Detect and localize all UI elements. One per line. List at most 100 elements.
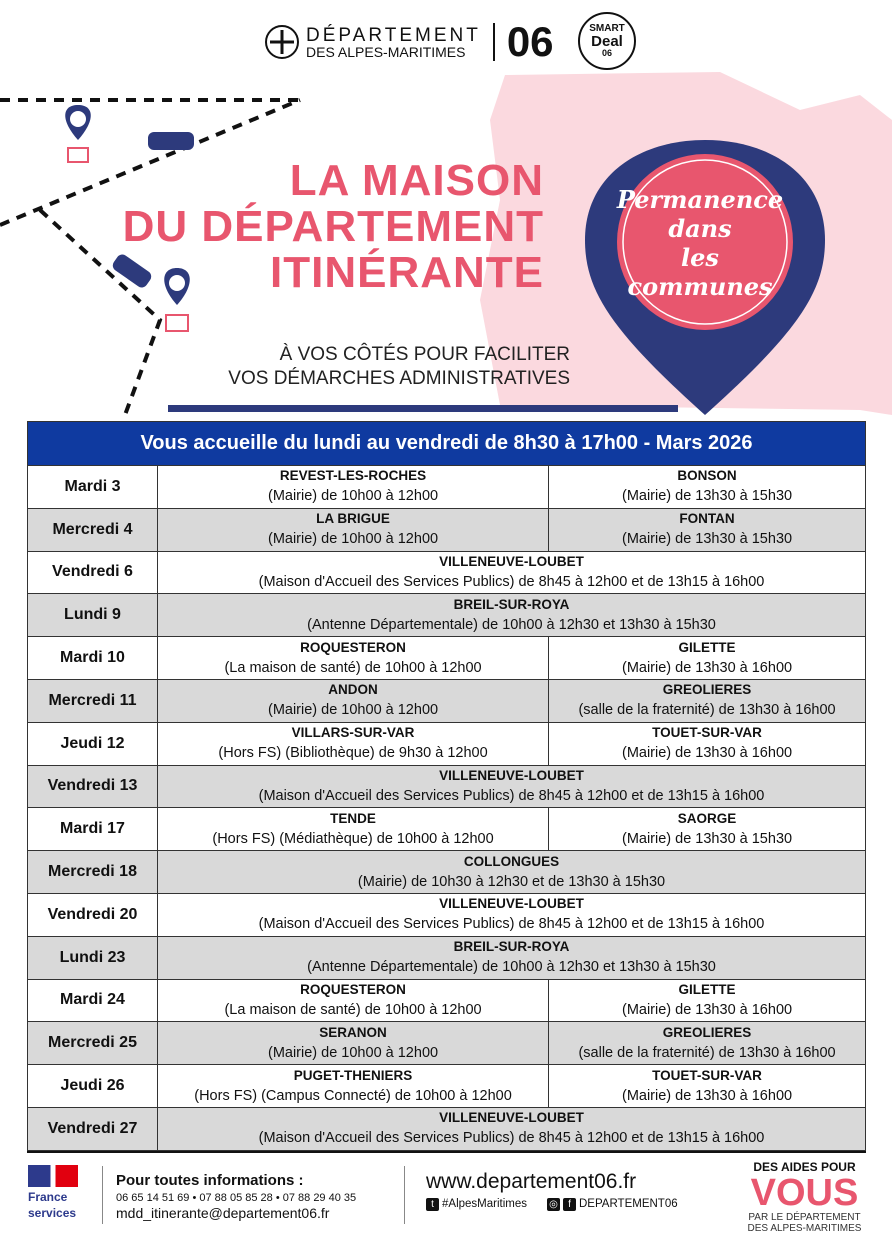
slot-cell: GILETTE (Mairie) de 13h30 à 16h00 xyxy=(548,978,866,1023)
table-row: Mardi 24 ROQUESTERON (La maison de santé) … xyxy=(27,978,866,1023)
day-cell: Mardi 24 xyxy=(27,978,158,1023)
subtitle-line: À VOS CÔTÉS POUR FACILITER xyxy=(279,344,570,365)
table-row: Mardi 3 REVEST-LES-ROCHES (Mairie) de 10h0… xyxy=(27,465,866,509)
footer-divider xyxy=(27,1151,866,1153)
day-cell: Lundi 23 xyxy=(27,935,158,980)
title-line: LA MAISON xyxy=(289,156,544,205)
slot-cell: TENDE (Hors FS) (Médiathèque) de 10h00 à … xyxy=(156,807,550,852)
slot-time: (Mairie) de 13h30 à 16h00 xyxy=(621,1001,793,1018)
table-row: Vendredi 27 VILLENEUVE-LOUBET (Maison d'Ac… xyxy=(27,1106,866,1151)
table-row: Vendredi 13 VILLENEUVE-LOUBET (Maison d'Ac… xyxy=(27,764,866,809)
table-row: Jeudi 12 VILLARS-SUR-VAR (Hors FS) (Biblio… xyxy=(27,721,866,766)
pin-label: Permanence dans les communes xyxy=(610,185,790,301)
slot-time: (Mairie) de 13h30 à 15h30 xyxy=(621,830,793,847)
pin-text: les xyxy=(681,243,719,272)
commune-name: SAORGE xyxy=(677,810,737,826)
slot-time: (Mairie) de 10h00 à 12h00 xyxy=(267,488,439,505)
slot-cell: GREOLIERES (salle de la fraternité) de 13… xyxy=(548,1021,866,1066)
commune-name: BREIL-SUR-ROYA xyxy=(453,596,570,612)
slot-cell: REVEST-LES-ROCHES (Mairie) de 10h00 à 12h… xyxy=(156,465,550,509)
table-row: Vendredi 20 VILLENEUVE-LOUBET (Maison d'Ac… xyxy=(27,892,866,937)
divider xyxy=(404,1166,405,1224)
commune-name: REVEST-LES-ROCHES xyxy=(279,468,427,484)
dept-number: 06 xyxy=(506,18,554,65)
slot-time: (La maison de santé) de 10h00 à 12h00 xyxy=(224,659,482,676)
town-hall-icon xyxy=(67,147,89,163)
instagram-icon: ◎ xyxy=(547,1198,560,1211)
location-pin-icon xyxy=(65,105,91,140)
department-emblem-icon xyxy=(265,25,299,59)
commune-name: ROQUESTERON xyxy=(300,981,406,997)
commune-name: VILLARS-SUR-VAR xyxy=(291,725,415,741)
slot-cell: LA BRIGUE (Mairie) de 10h00 à 12h00 xyxy=(156,507,550,552)
divider xyxy=(102,1166,103,1224)
slot-cell: VILLARS-SUR-VAR (Hors FS) (Bibliothèque) … xyxy=(156,721,550,766)
slot-cell: GILETTE (Mairie) de 13h30 à 16h00 xyxy=(548,636,866,680)
day-cell: Mardi 3 xyxy=(27,465,158,509)
slot-time: (Hors FS) (Médiathèque) de 10h00 à 12h00 xyxy=(212,830,494,847)
commune-name: GILETTE xyxy=(678,981,736,997)
smart-number: 06 xyxy=(601,48,612,58)
slot-time: (salle de la fraternité) de 13h30 à 16h0… xyxy=(578,1044,836,1061)
slot-time: (Mairie) de 13h30 à 16h00 xyxy=(621,659,793,676)
slot-time: (Mairie) de 13h30 à 16h00 xyxy=(621,745,793,762)
slot-cell: VILLENEUVE-LOUBET (Maison d'Accueil des S… xyxy=(157,892,866,937)
slot-time: (Mairie) de 10h30 à 12h30 et de 13h30 à … xyxy=(357,873,666,890)
dept-name: DÉPARTEMENT xyxy=(306,24,481,46)
table-row: Mercredi 25 SERANON (Mairie) de 10h00 à 12… xyxy=(27,1021,866,1066)
table-row: Mardi 17 TENDE (Hors FS) (Médiathèque) de … xyxy=(27,807,866,852)
commune-name: PUGET-THENIERS xyxy=(293,1067,413,1083)
twitter-link[interactable]: t #AlpesMaritimes xyxy=(426,1198,527,1211)
slot-cell: ROQUESTERON (La maison de santé) de 10h00… xyxy=(156,636,550,680)
day-cell: Mercredi 11 xyxy=(27,678,158,723)
table-row: Lundi 9 BREIL-SUR-ROYA (Antenne Départemen… xyxy=(27,593,866,638)
day-cell: Vendredi 6 xyxy=(27,550,158,595)
slot-time: (Mairie) de 13h30 à 16h00 xyxy=(621,1087,793,1104)
title-underline xyxy=(168,405,678,412)
subtitle: À VOS CÔTÉS POUR FACILITER VOS DÉMARCHES… xyxy=(210,343,570,391)
fs-text: services xyxy=(28,1206,77,1220)
table-header: Vous accueille du lundi au vendredi de 8… xyxy=(27,421,866,466)
day-cell: Jeudi 12 xyxy=(27,721,158,766)
commune-name: TENDE xyxy=(330,810,376,826)
slot-cell: TOUET-SUR-VAR (Mairie) de 13h30 à 16h00 xyxy=(548,721,866,766)
social-link[interactable]: ◎ f DEPARTEMENT06 xyxy=(547,1198,678,1211)
slot-cell: ROQUESTERON (La maison de santé) de 10h00… xyxy=(156,978,550,1023)
aides-pour-vous-logo: DES AIDES POUR VOUS PAR LE DÉPARTEMENT D… xyxy=(742,1160,867,1234)
contact-info: Pour toutes informations : 06 65 14 51 6… xyxy=(116,1172,356,1221)
day-cell: Mercredi 18 xyxy=(27,850,158,894)
slot-cell: GREOLIERES (salle de la fraternité) de 13… xyxy=(548,678,866,723)
day-cell: Mercredi 4 xyxy=(27,507,158,552)
title-line: ITINÉRANTE xyxy=(270,248,544,297)
aides-by: PAR LE DÉPARTEMENT xyxy=(748,1212,861,1223)
slot-time: (Mairie) de 10h00 à 12h00 xyxy=(267,702,439,719)
car-icon xyxy=(112,254,152,288)
slot-time: (Maison d'Accueil des Services Publics) … xyxy=(258,1130,765,1147)
day-cell: Mercredi 25 xyxy=(27,1021,158,1066)
info-title: Pour toutes informations : xyxy=(116,1172,304,1189)
table-row: Lundi 23 BREIL-SUR-ROYA (Antenne Départeme… xyxy=(27,935,866,980)
day-cell: Vendredi 20 xyxy=(27,892,158,937)
commune-name: ANDON xyxy=(328,682,378,698)
commune-name: FONTAN xyxy=(679,511,735,527)
location-pin-icon xyxy=(164,268,190,305)
aides-vous: VOUS xyxy=(750,1172,859,1214)
slot-cell: VILLENEUVE-LOUBET (Maison d'Accueil des S… xyxy=(157,550,866,595)
table-row: Mercredi 11 ANDON (Mairie) de 10h00 à 12h0… xyxy=(27,678,866,723)
schedule-table: Vous accueille du lundi au vendredi de 8… xyxy=(27,421,866,1151)
slot-time: (Hors FS) (Campus Connecté) de 10h00 à 1… xyxy=(194,1087,512,1104)
commune-name: LA BRIGUE xyxy=(316,511,390,527)
pin-text: communes xyxy=(627,272,773,301)
table-row: Mercredi 4 LA BRIGUE (Mairie) de 10h00 à 1… xyxy=(27,507,866,552)
slot-time: (Maison d'Accueil des Services Publics) … xyxy=(258,787,765,804)
pin-text: Permanence xyxy=(616,185,784,214)
website-link[interactable]: www.departement06.fr xyxy=(426,1170,637,1193)
slot-cell: PUGET-THENIERS (Hors FS) (Campus Connecté… xyxy=(156,1064,550,1108)
slot-cell: SAORGE (Mairie) de 13h30 à 15h30 xyxy=(548,807,866,852)
table-row: Mercredi 18 COLLONGUES (Mairie) de 10h30 à… xyxy=(27,850,866,894)
commune-name: VILLENEUVE-LOUBET xyxy=(439,1110,584,1126)
facebook-icon: f xyxy=(563,1198,576,1211)
commune-name: VILLENEUVE-LOUBET xyxy=(439,553,584,569)
slot-cell: BREIL-SUR-ROYA (Antenne Départementale) d… xyxy=(157,935,866,980)
email-link[interactable]: mdd_itinerante@departement06.fr xyxy=(116,1205,330,1221)
